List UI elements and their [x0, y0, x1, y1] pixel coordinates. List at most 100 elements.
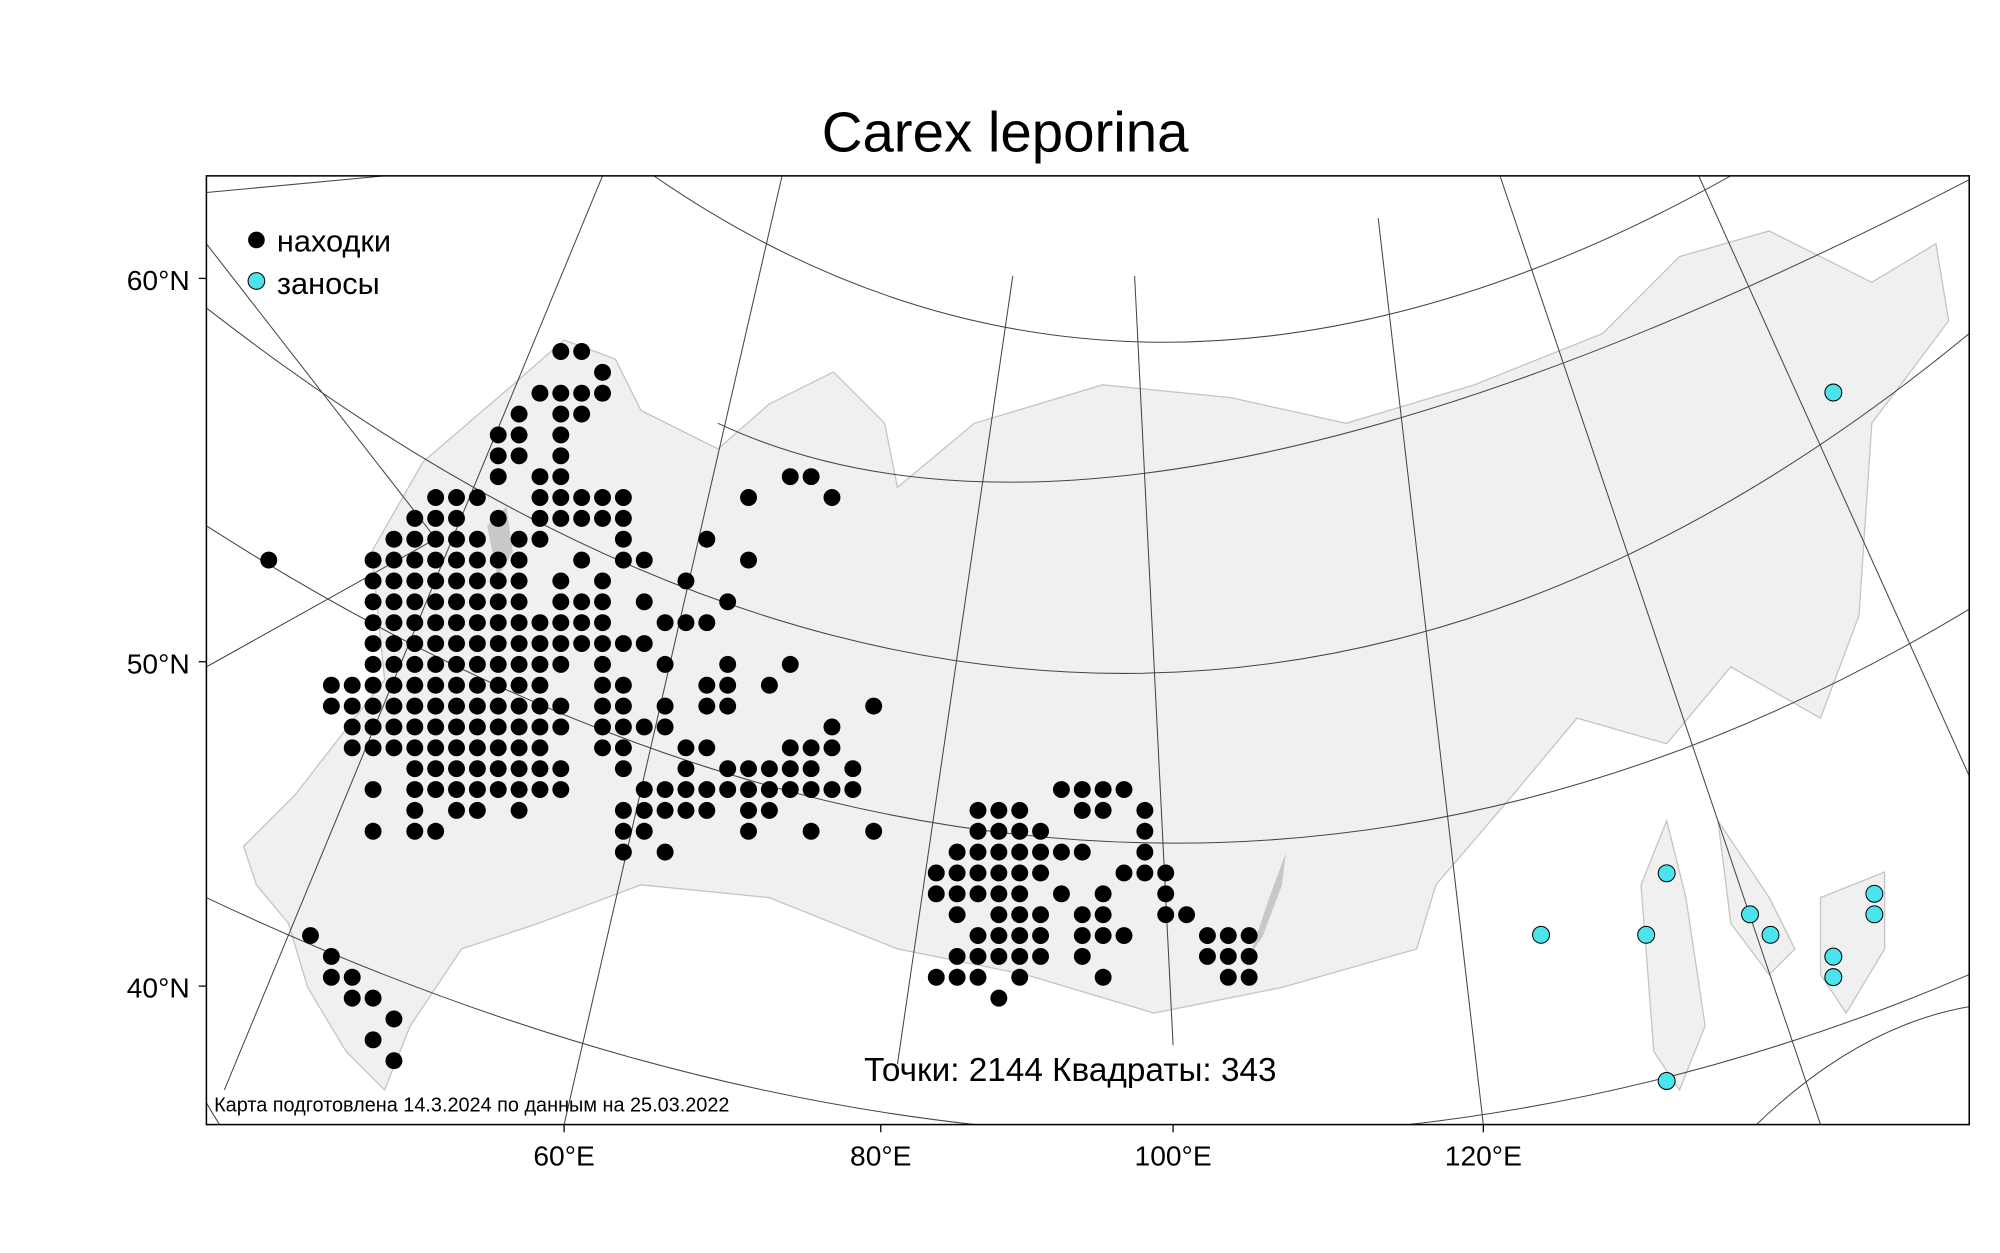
find-dot	[760, 760, 778, 778]
find-dot	[635, 781, 653, 798]
find-dot	[489, 551, 507, 569]
find-dot	[448, 801, 465, 819]
find-dot	[489, 739, 507, 757]
find-dot	[343, 968, 361, 986]
find-dot	[1011, 843, 1029, 861]
find-dot	[823, 489, 841, 506]
find-dot	[489, 697, 507, 715]
find-dot	[802, 739, 820, 757]
find-dot	[322, 697, 340, 715]
find-dot	[1073, 843, 1091, 861]
find-dot	[1157, 906, 1175, 924]
graticule	[206, 175, 1970, 1125]
find-dot	[552, 593, 570, 611]
find-dot	[364, 572, 382, 590]
map-frame	[205, 175, 1970, 1126]
find-dot	[760, 676, 778, 694]
find-dot	[489, 655, 507, 673]
find-dot	[1032, 864, 1050, 882]
lon-axis	[563, 1124, 1484, 1133]
introduced-dot	[1824, 947, 1843, 966]
find-dot	[489, 676, 507, 694]
find-dot	[406, 760, 424, 778]
find-dot	[719, 593, 737, 611]
find-dot	[1219, 927, 1237, 945]
legend-label-finds: находки	[277, 224, 391, 259]
find-dot	[614, 697, 632, 715]
find-dot	[865, 697, 883, 715]
find-dot	[531, 614, 549, 632]
find-dot	[468, 739, 486, 757]
find-dot	[969, 927, 987, 945]
land-russia	[242, 230, 1950, 1092]
find-dot	[635, 593, 653, 611]
find-dot	[614, 676, 632, 694]
find-dot	[1073, 906, 1091, 924]
lon-label-100: 100°E	[1135, 1140, 1212, 1172]
find-dot	[260, 551, 278, 569]
find-dot	[719, 676, 737, 694]
find-dot	[406, 739, 424, 757]
legend-marker-finds	[248, 231, 265, 249]
find-dot	[468, 572, 486, 590]
find-dot	[468, 530, 486, 548]
find-dot	[740, 801, 757, 819]
find-dot	[364, 655, 382, 673]
find-dot	[427, 530, 445, 548]
find-dot	[510, 739, 528, 757]
find-dot	[427, 718, 445, 736]
find-dot	[614, 760, 632, 778]
find-dot	[656, 801, 674, 819]
find-dot	[448, 760, 465, 778]
find-dot	[364, 593, 382, 611]
find-dot	[1136, 822, 1154, 840]
find-dot	[552, 655, 570, 673]
find-dot	[531, 781, 549, 798]
find-dot	[427, 635, 445, 652]
find-dot	[990, 843, 1008, 861]
find-dot	[1052, 843, 1070, 861]
find-dot	[406, 822, 424, 840]
find-dot	[531, 655, 549, 673]
find-dot	[740, 822, 757, 840]
find-dot	[489, 572, 507, 590]
find-dot	[448, 530, 465, 548]
find-dot	[635, 801, 653, 819]
find-dot	[427, 760, 445, 778]
find-dot	[823, 781, 841, 798]
map-area	[206, 175, 1970, 1125]
find-dot	[468, 697, 486, 715]
find-dot	[531, 509, 549, 527]
find-dot	[969, 822, 987, 840]
find-dot	[552, 384, 570, 402]
find-dot	[468, 760, 486, 778]
find-dot	[364, 989, 382, 1007]
find-dot	[448, 572, 465, 590]
find-dot	[1219, 968, 1237, 986]
find-dot	[1094, 801, 1112, 819]
find-dot	[594, 655, 611, 673]
find-dot	[427, 739, 445, 757]
find-dot	[823, 739, 841, 757]
find-dot	[1136, 864, 1154, 882]
find-dot	[740, 781, 757, 798]
find-dot	[406, 697, 424, 715]
find-dot	[656, 781, 674, 798]
introduced-dot	[1824, 383, 1843, 402]
find-dot	[1011, 927, 1029, 945]
find-dot	[406, 509, 424, 527]
find-dot	[427, 676, 445, 694]
find-dot	[427, 572, 445, 590]
find-dot	[698, 697, 716, 715]
find-dot	[1032, 947, 1050, 965]
find-dot	[322, 968, 340, 986]
find-dot	[677, 572, 695, 590]
find-dot	[427, 781, 445, 798]
find-dot	[531, 489, 549, 506]
introduced-dot	[1865, 905, 1884, 924]
lat-axis	[198, 277, 207, 987]
find-dot	[552, 781, 570, 798]
find-dot	[594, 739, 611, 757]
find-dot	[614, 822, 632, 840]
find-dot	[552, 760, 570, 778]
